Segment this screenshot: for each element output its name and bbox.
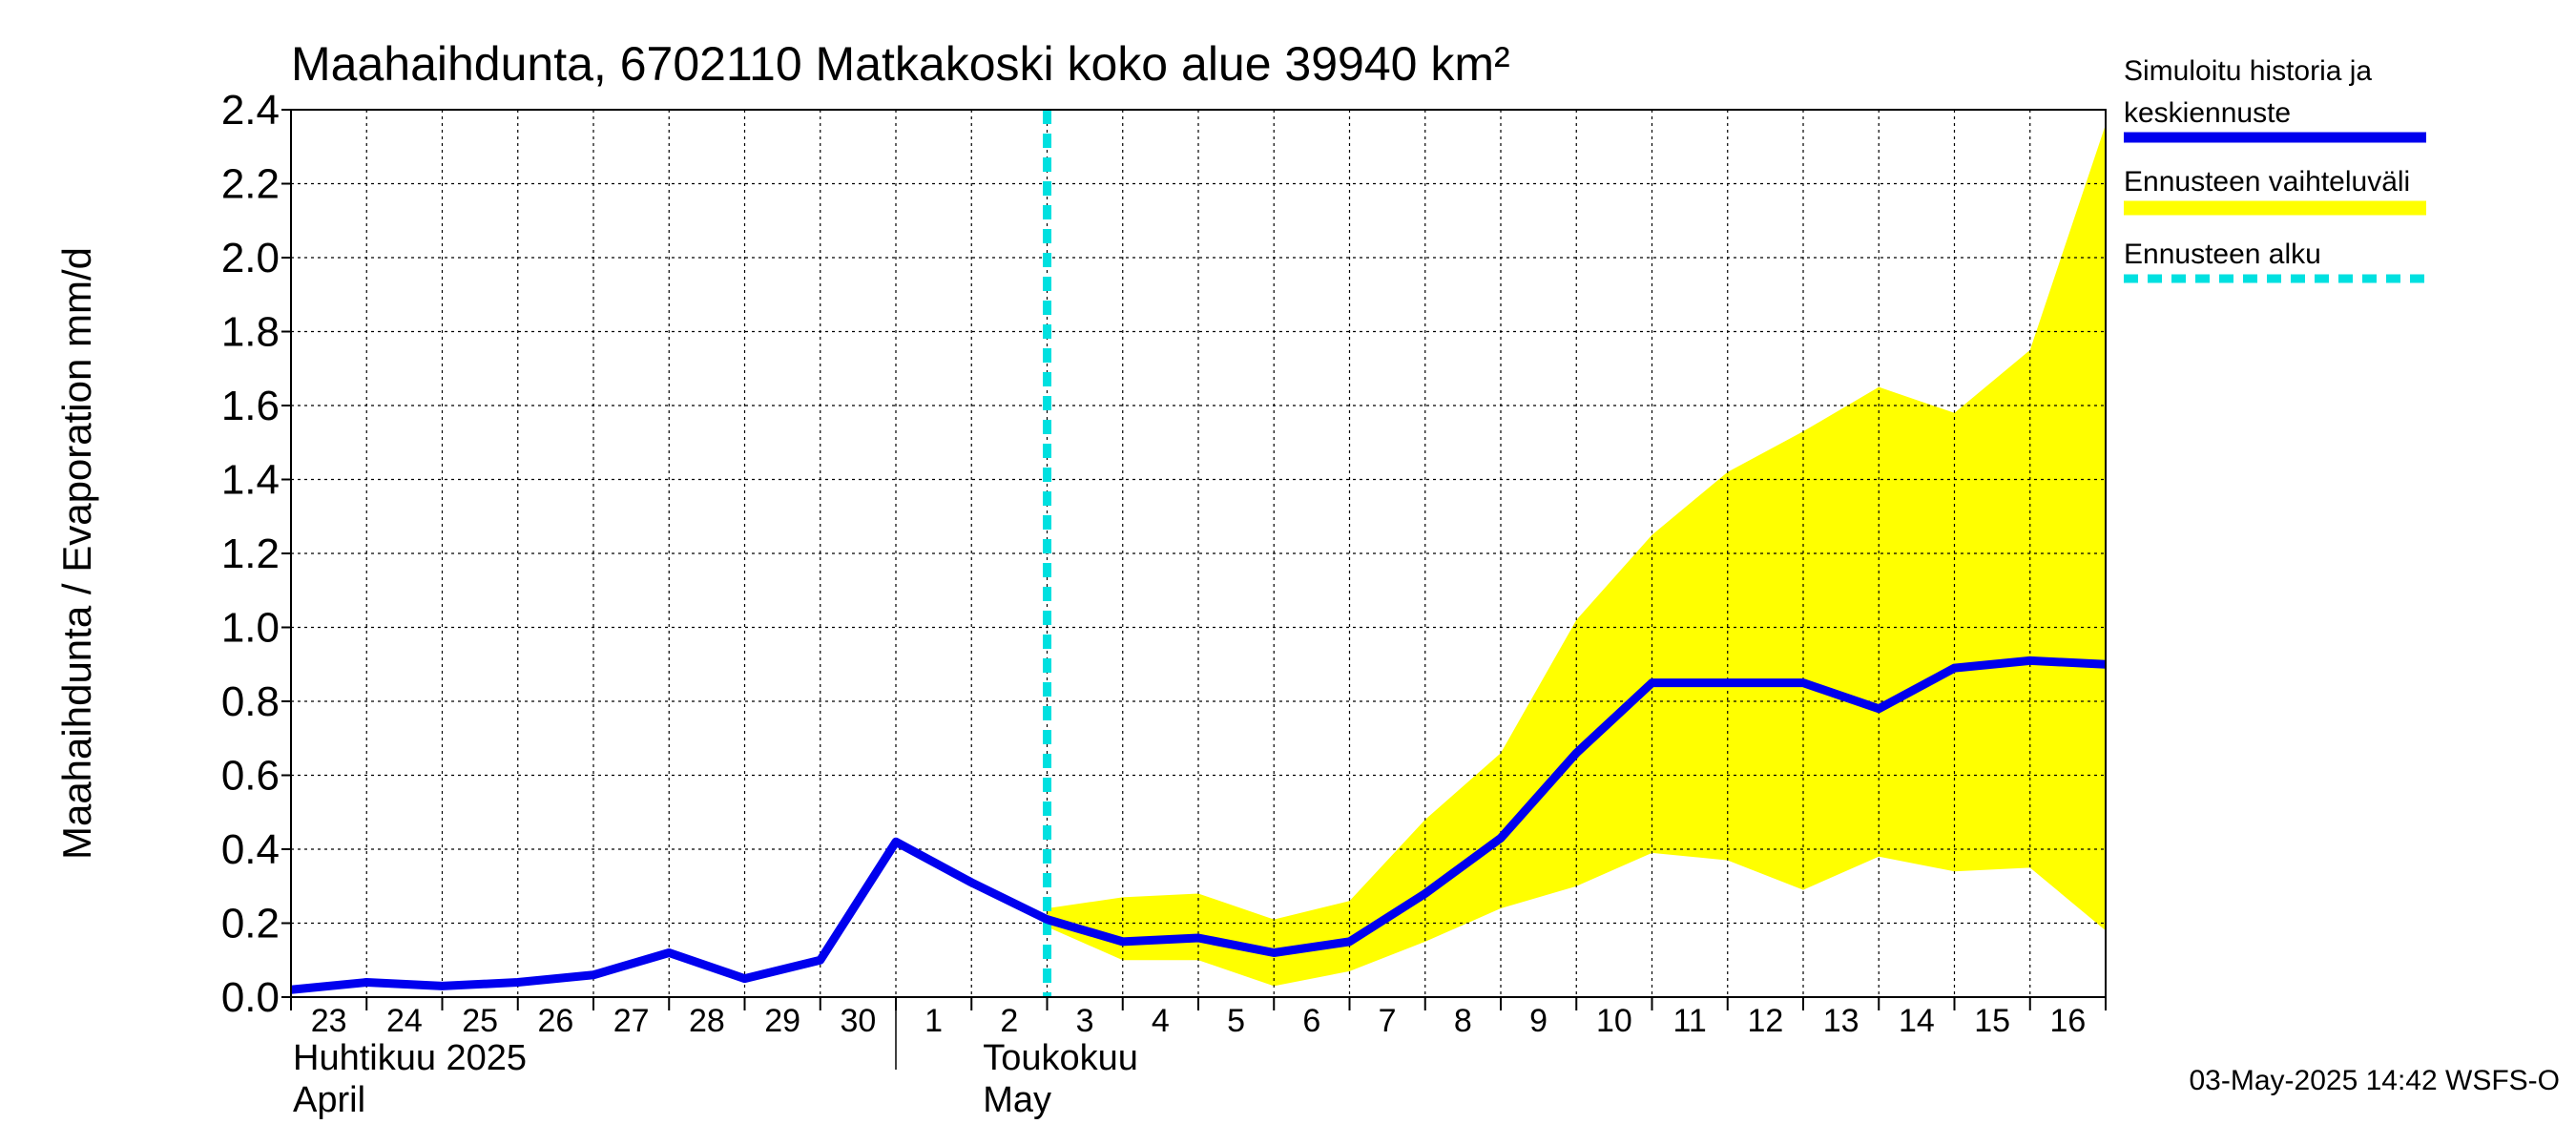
y-tick-label-1: 0.2	[221, 901, 280, 947]
x-tick-label-20: 13	[1823, 1003, 1859, 1039]
forecast-range-area	[1047, 124, 2106, 987]
x-tick-label-10: 3	[1076, 1003, 1094, 1039]
x-tick-label-15: 8	[1454, 1003, 1472, 1039]
y-tick-label-5: 1.0	[221, 605, 280, 652]
x-tick-label-0: 23	[311, 1003, 347, 1039]
x-tick-label-12: 5	[1227, 1003, 1245, 1039]
x-tick-label-9: 2	[1000, 1003, 1018, 1039]
footer-timestamp: 03-May-2025 14:42 WSFS-O	[2190, 1065, 2561, 1096]
legend-label-simulated: Simuloitu historia ja	[2124, 55, 2372, 87]
x-tick-label-6: 29	[764, 1003, 800, 1039]
x-tick-label-14: 7	[1379, 1003, 1397, 1039]
x-tick-label-7: 30	[840, 1003, 876, 1039]
x-tick-label-18: 11	[1672, 1003, 1706, 1039]
month-label-april-en: April	[293, 1080, 365, 1120]
legend-label-forecast-start: Ennusteen alku	[2124, 239, 2321, 270]
x-tick-label-1: 24	[386, 1003, 423, 1039]
y-tick-label-11: 2.2	[221, 161, 280, 208]
x-tick-label-19: 12	[1747, 1003, 1783, 1039]
x-tick-label-13: 6	[1302, 1003, 1320, 1039]
y-axis-label: Maahaihdunta / Evaporation mm/d	[54, 247, 99, 860]
plot-area	[290, 109, 2107, 998]
month-label-april-fi: Huhtikuu 2025	[293, 1038, 527, 1078]
month-label-may-en: May	[983, 1080, 1051, 1120]
y-tick-label-3: 0.6	[221, 753, 280, 800]
y-tick-label-9: 1.8	[221, 309, 280, 356]
x-tick-label-11: 4	[1152, 1003, 1170, 1039]
x-tick-label-8: 1	[924, 1003, 943, 1039]
y-tick-label-0: 0.0	[221, 974, 280, 1021]
x-axis-ticks: 23 24 25 26 27 28 29 30 1 2 3 4 5 6 7 8 9 10 11 12 13 14 15 16	[290, 997, 2107, 1039]
y-tick-label-7: 1.4	[221, 457, 280, 504]
month-label-may-fi: Toukokuu	[983, 1038, 1138, 1078]
legend-entry-simulated: Simuloitu historia ja keskiennuste	[2124, 55, 2426, 143]
legend-label-simulated-line2: keskiennuste	[2124, 97, 2291, 129]
legend: Simuloitu historia ja keskiennuste Ennus…	[2124, 55, 2426, 283]
x-tick-label-21: 14	[1899, 1003, 1935, 1039]
series-lines	[290, 110, 2107, 997]
forecast-range-band	[1047, 124, 2106, 987]
legend-label-range: Ennusteen vaihteluväli	[2124, 166, 2410, 198]
legend-entry-forecast-start: Ennusteen alku	[2124, 239, 2426, 283]
x-tick-label-3: 26	[537, 1003, 573, 1039]
y-tick-label-4: 0.8	[221, 678, 280, 725]
x-tick-label-23: 16	[2049, 1003, 2086, 1039]
legend-entry-range: Ennusteen vaihteluväli	[2124, 166, 2426, 216]
x-tick-label-5: 28	[689, 1003, 725, 1039]
y-tick-label-2: 0.4	[221, 826, 280, 873]
x-tick-label-2: 25	[462, 1003, 498, 1039]
chart-title: Maahaihdunta, 6702110 Matkakoski koko al…	[291, 37, 1510, 91]
x-tick-label-4: 27	[613, 1003, 650, 1039]
simulated-mean-line	[290, 656, 2107, 994]
y-axis-ticks: 0.0 0.2 0.4 0.6 0.8 1.0 1.2 1.4 1.6 1.8 2.0 2.2 2.4	[221, 87, 291, 1021]
y-tick-label-8: 1.6	[221, 383, 280, 429]
x-tick-label-22: 15	[1974, 1003, 2010, 1039]
y-tick-label-10: 2.0	[221, 235, 280, 281]
y-tick-label-12: 2.4	[221, 87, 280, 134]
x-tick-label-17: 10	[1596, 1003, 1632, 1039]
x-tick-label-16: 9	[1529, 1003, 1548, 1039]
y-tick-label-6: 1.2	[221, 531, 280, 577]
